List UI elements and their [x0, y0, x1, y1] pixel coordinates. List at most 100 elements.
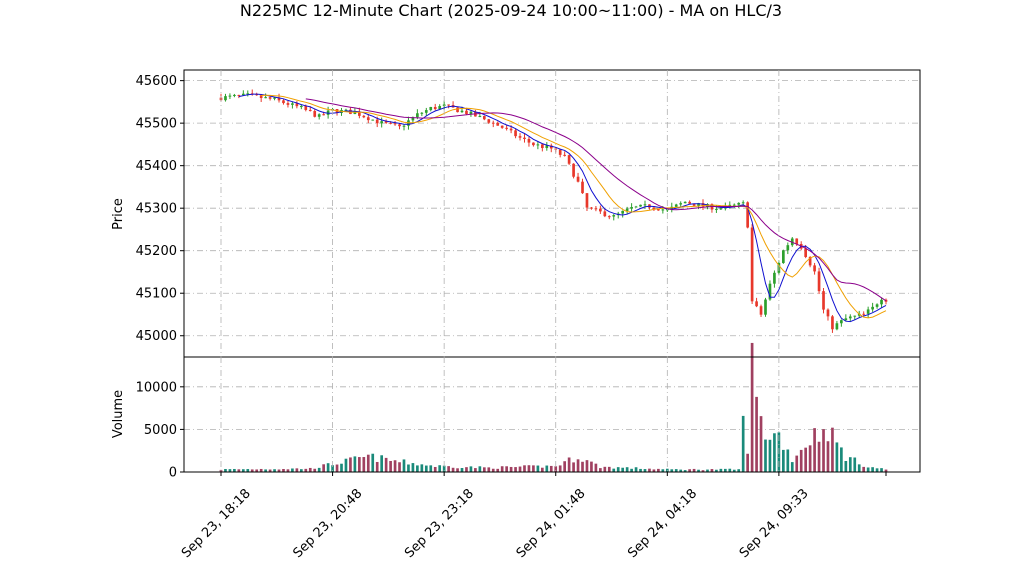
candle-down [831, 316, 834, 330]
volume-bar [585, 460, 589, 472]
price-tick-label: 45300 [136, 202, 177, 217]
candle-up [719, 208, 723, 210]
volume-bar [710, 469, 714, 472]
candle-up [639, 204, 642, 207]
volume-bar [755, 396, 758, 472]
volume-bar [590, 461, 593, 472]
volume-bar [241, 469, 245, 472]
candle-down [286, 103, 290, 105]
volume-tick-label: 0 [169, 466, 177, 481]
volume-bar [304, 468, 308, 472]
volume-bar [576, 459, 580, 472]
candle-down [688, 201, 691, 204]
candle-down [822, 291, 825, 310]
volume-bar [884, 469, 888, 472]
candle-down [755, 301, 758, 307]
volume-bar [661, 469, 665, 472]
candle-up [424, 110, 428, 113]
volume-bar [478, 466, 482, 472]
candle-up [782, 250, 785, 263]
volume-bar [429, 465, 433, 472]
volume-bar [420, 464, 424, 472]
candle-down [576, 176, 580, 182]
volume-bar [407, 464, 410, 472]
candle-down [750, 227, 754, 302]
volume-bar [826, 441, 830, 472]
volume-bar [674, 469, 678, 472]
volume-bar [554, 466, 558, 472]
candle-down [295, 103, 299, 107]
volume-bar [447, 466, 450, 472]
volume-bar [768, 439, 772, 472]
price-tick-label: 45500 [136, 117, 177, 132]
volume-bar [224, 469, 227, 472]
volume-bar [844, 461, 848, 472]
volume-bar [634, 467, 638, 472]
volume-bar [599, 468, 602, 472]
candle-down [523, 137, 526, 139]
volume-bar [581, 461, 584, 472]
volume-bar [322, 464, 325, 472]
candle-down [358, 111, 361, 116]
candle-down [482, 116, 486, 120]
chart-title: N225MC 12-Minute Chart (2025-09-24 10:00… [240, 1, 782, 20]
volume-bar [764, 439, 767, 472]
candle-down [541, 144, 544, 149]
candle-down [465, 110, 468, 115]
volume-bar [233, 468, 236, 472]
volume-bar [469, 466, 473, 472]
ma-line-10 [261, 94, 887, 319]
candle-down [746, 202, 749, 228]
volume-bar [375, 461, 379, 472]
candle-down [308, 109, 312, 112]
candle-down [282, 100, 285, 104]
volume-bar [362, 457, 366, 472]
price-panel-frame [183, 69, 921, 358]
candle-down [518, 136, 522, 138]
volume-bar [723, 468, 727, 472]
candle-up [380, 121, 384, 124]
volume-bar [532, 465, 535, 472]
candle-up [224, 96, 227, 101]
volume-bar [862, 466, 866, 472]
x-tick-label: Sep 24, 01:48 [514, 486, 589, 561]
volume-bar [500, 466, 504, 472]
volume-bar [474, 468, 477, 472]
candle-down [259, 95, 263, 99]
candle-up [630, 207, 633, 209]
candle-up [674, 204, 678, 207]
volume-bar [688, 469, 691, 472]
volume-bar [335, 464, 339, 472]
candle-up [241, 93, 245, 96]
candle-up [273, 97, 276, 99]
volume-bar [491, 468, 495, 472]
candle-down [558, 149, 562, 155]
volume-bar [594, 463, 598, 472]
volume-bar [277, 469, 281, 472]
candle-up [460, 110, 464, 113]
candle-down [509, 128, 513, 131]
candle-up [299, 106, 303, 108]
ma-line-20 [305, 98, 887, 302]
volume-bar [442, 465, 446, 472]
volume-bar [527, 465, 531, 472]
candle-up [737, 202, 741, 205]
volume-panel: 0 5000 10000 [136, 342, 920, 481]
volume-bar [482, 467, 486, 472]
volume-bar [670, 469, 674, 472]
candle-down [389, 122, 392, 124]
volume-bar [496, 468, 500, 472]
candle-down [817, 271, 821, 292]
candle-up [848, 316, 852, 319]
volume-bar [295, 468, 299, 472]
volume-bar [509, 466, 513, 472]
volume-bar [750, 342, 754, 472]
volume-bar [424, 465, 428, 472]
volume-bar [282, 468, 285, 472]
volume-bar [692, 468, 696, 472]
volume-bar [697, 469, 700, 472]
candle-up [683, 201, 687, 204]
volume-bar [759, 416, 763, 472]
volume-axis-label: Volume [111, 390, 126, 438]
candle-up [291, 103, 294, 105]
